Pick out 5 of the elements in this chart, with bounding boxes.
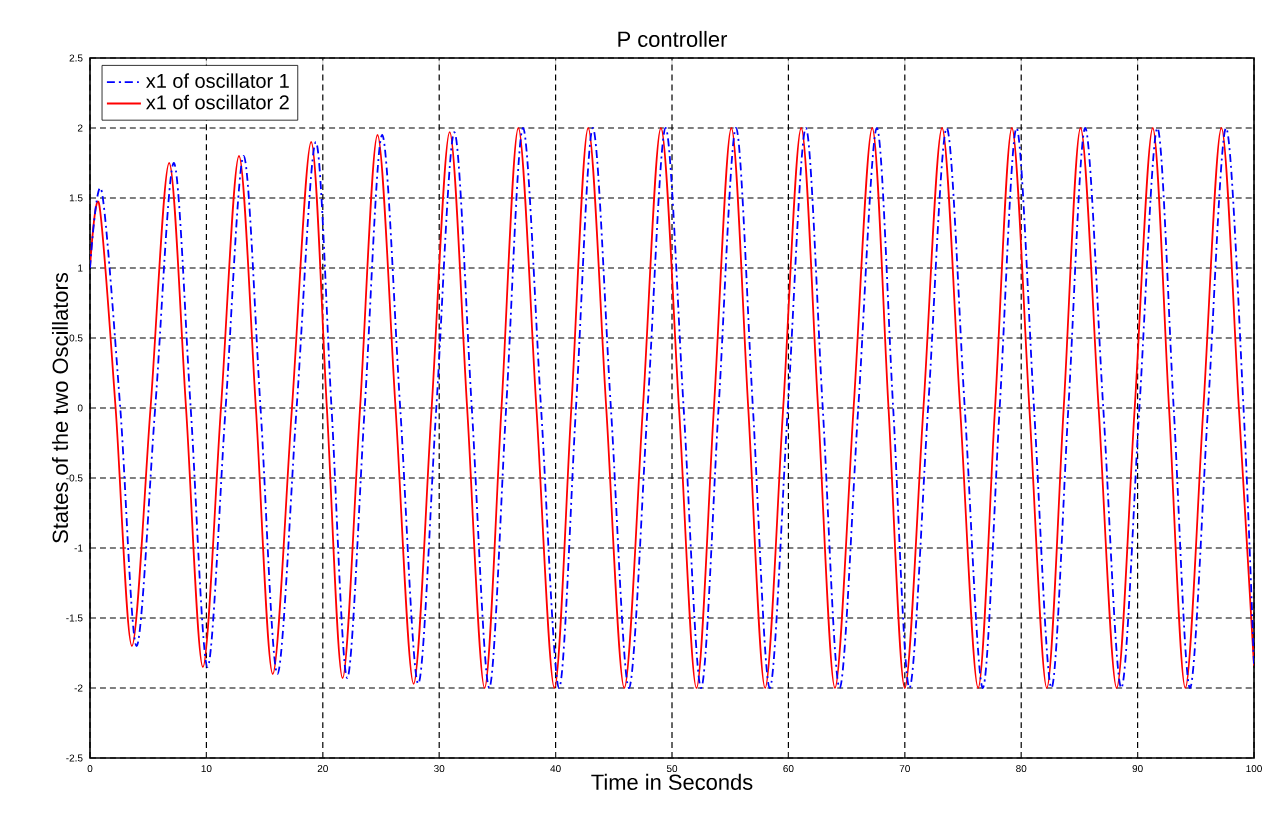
chart-title: P controller (618, 30, 728, 47)
legend-label: x1 of oscillator 2 (146, 94, 289, 110)
x-axis-title: Time in Seconds (591, 773, 753, 790)
line-series (90, 127, 1255, 689)
legend-label: x1 of oscillator 1 (146, 73, 289, 88)
